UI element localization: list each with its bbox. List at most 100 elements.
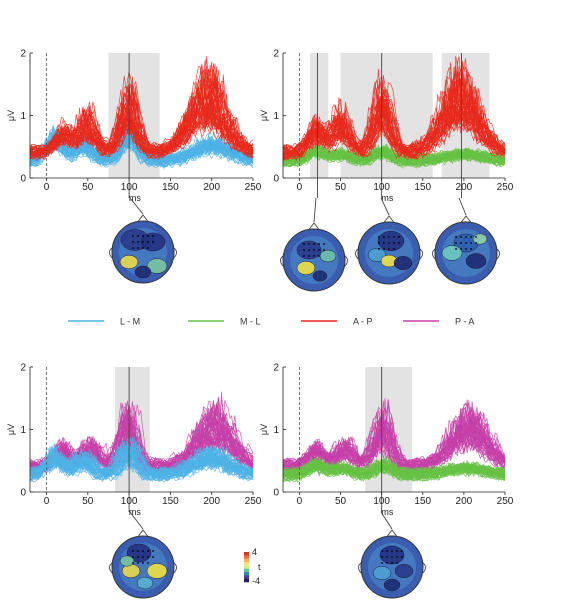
head-outline <box>434 221 498 285</box>
electrode <box>386 562 388 564</box>
series-line <box>282 147 506 164</box>
electrode <box>381 550 383 552</box>
ear-right <box>344 255 348 267</box>
topo-connector <box>380 511 393 530</box>
nose <box>383 215 395 223</box>
head-outline <box>357 221 421 285</box>
electrode <box>393 248 395 250</box>
electrode <box>475 236 477 238</box>
series-l-m <box>29 435 254 483</box>
topo-blob <box>136 576 154 590</box>
colorbar-segment <box>244 572 249 576</box>
series-line <box>282 147 506 167</box>
ear-left <box>109 247 113 259</box>
y-axis-label: μV <box>259 424 269 435</box>
series-line <box>29 73 254 156</box>
electrode <box>137 235 139 237</box>
electrode <box>381 562 383 564</box>
electrode <box>147 247 149 249</box>
series-line <box>29 90 254 154</box>
x-tick-label: 50 <box>82 182 94 193</box>
electrode <box>391 556 393 558</box>
x-tick-label: 0 <box>44 496 50 507</box>
series-a-p <box>282 56 506 162</box>
x-tick-label: 250 <box>497 496 514 507</box>
series-line <box>282 146 506 166</box>
electrode <box>398 242 400 244</box>
colorbar-segment <box>244 562 249 566</box>
y-tick-label: 0 <box>20 488 26 499</box>
topo-blob <box>119 255 139 269</box>
x-tick-label: 150 <box>162 182 179 193</box>
colorbar-segment <box>244 552 249 556</box>
electrode <box>455 242 457 244</box>
electrode <box>460 248 462 250</box>
legend-label: M - L <box>240 317 261 327</box>
x-tick-label: 200 <box>456 496 473 507</box>
y-tick-label: 0 <box>20 174 26 185</box>
series-line <box>29 424 254 469</box>
chart-panel-bottom-left: 0 1 2 0 50 100 150 200 250 ms μV <box>6 363 262 518</box>
colorbar-segment <box>244 555 249 559</box>
series-line <box>282 423 506 470</box>
electrode <box>132 247 134 249</box>
electrode <box>147 562 149 564</box>
electrode <box>318 249 320 251</box>
electrode <box>475 242 477 244</box>
electrode <box>137 556 139 558</box>
electrode <box>308 243 310 245</box>
nose <box>460 215 472 223</box>
head-outline <box>282 228 346 292</box>
electrode <box>323 243 325 245</box>
x-tick-label: 150 <box>414 182 431 193</box>
topo-blob <box>393 256 413 270</box>
topo-blob <box>146 258 168 274</box>
topo-blob <box>465 253 487 269</box>
series-m-l <box>282 455 506 483</box>
topo-blob <box>441 245 463 261</box>
series-line <box>29 441 254 481</box>
ear-left <box>432 248 436 260</box>
electrode <box>383 236 385 238</box>
ear-left <box>280 255 284 267</box>
series-line <box>282 62 506 159</box>
ear-right <box>173 247 177 259</box>
series-line <box>29 449 254 478</box>
electrode <box>465 248 467 250</box>
electrode <box>393 236 395 238</box>
electrode <box>381 556 383 558</box>
legend-label: A - P <box>353 317 373 327</box>
electrode <box>396 550 398 552</box>
electrode <box>465 236 467 238</box>
electrode <box>391 550 393 552</box>
electrode <box>401 556 403 558</box>
electrode <box>142 235 144 237</box>
x-tick-label: 50 <box>82 496 94 507</box>
topo-blob <box>379 545 405 565</box>
head-outline <box>111 220 175 284</box>
electrode <box>137 241 139 243</box>
x-tick-label: 200 <box>203 182 220 193</box>
electrode <box>393 242 395 244</box>
x-tick-label: 100 <box>373 496 390 507</box>
electrode <box>303 243 305 245</box>
series-line <box>29 87 254 156</box>
x-tick-label: 250 <box>245 496 262 507</box>
electrode <box>388 236 390 238</box>
electrode <box>465 242 467 244</box>
y-axis-label: μV <box>6 424 16 435</box>
electrode <box>152 241 154 243</box>
x-tick-label: 150 <box>162 496 179 507</box>
y-axis-label: μV <box>259 110 269 121</box>
electrode <box>142 241 144 243</box>
electrode <box>388 242 390 244</box>
electrode <box>396 556 398 558</box>
colorbar-unit-label: t <box>258 562 261 572</box>
series-line <box>29 77 254 158</box>
chart-panel-bottom-right: 0 1 2 0 50 100 150 200 250 ms μV <box>259 363 514 518</box>
ear-right <box>422 562 426 574</box>
electrode <box>396 562 398 564</box>
x-tick-label: 200 <box>203 496 220 507</box>
y-tick-label: 2 <box>20 363 26 374</box>
